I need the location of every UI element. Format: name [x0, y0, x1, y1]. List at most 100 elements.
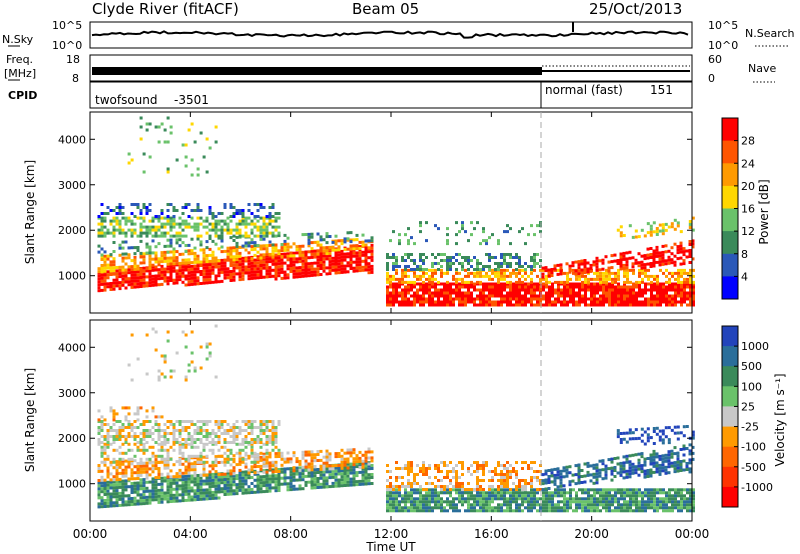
- power-cell: [476, 221, 479, 225]
- velocity-cell: [440, 506, 443, 510]
- power-cell: [494, 291, 497, 295]
- velocity-cell: [458, 497, 461, 501]
- power-cell: [560, 300, 563, 304]
- power-cell: [235, 209, 239, 212]
- power-cell: [100, 276, 104, 280]
- power-cell: [667, 261, 671, 265]
- power-cell: [187, 203, 191, 206]
- power-cell: [283, 276, 287, 280]
- power-cell: [325, 252, 329, 256]
- velocity-cell: [211, 448, 215, 452]
- power-cell: [208, 272, 212, 276]
- velocity-cell: [446, 497, 449, 501]
- cpid-program-2-name: normal (fast): [545, 83, 623, 97]
- power-cell: [346, 231, 350, 235]
- power-cell: [130, 273, 134, 277]
- power-cell: [656, 297, 659, 301]
- power-cell: [250, 248, 254, 252]
- power-cell: [506, 262, 509, 265]
- power-cell: [256, 215, 260, 218]
- velocity-cell: [136, 409, 140, 413]
- velocity-cell: [223, 438, 227, 441]
- power-cell: [178, 278, 182, 282]
- power-cell: [589, 266, 593, 270]
- power-cell: [452, 300, 455, 304]
- velocity-cell: [142, 442, 146, 446]
- power-cell: [337, 265, 341, 269]
- power-cell: [416, 288, 419, 292]
- velocity-cell: [569, 506, 572, 510]
- velocity-cell: [530, 488, 533, 492]
- velocity-cell: [337, 452, 341, 455]
- power-cell: [256, 264, 260, 268]
- velocity-cell: [304, 468, 308, 472]
- power-cell: [416, 265, 419, 268]
- velocity-cell: [211, 490, 215, 494]
- power-cell: [437, 280, 440, 284]
- velocity-cell: [283, 470, 287, 474]
- power-cell: [664, 244, 668, 248]
- power-cell: [247, 203, 251, 206]
- power-cell: [518, 285, 521, 289]
- power-cell: [629, 285, 632, 289]
- power-cell: [193, 276, 197, 280]
- power-cell: [190, 264, 194, 268]
- power-cell: [208, 269, 212, 273]
- power-cell: [274, 219, 278, 223]
- power-cell: [229, 252, 233, 256]
- power-cell: [509, 265, 512, 268]
- power-cell: [97, 234, 101, 238]
- power-cell: [559, 272, 563, 276]
- velocity-cell: [467, 500, 470, 504]
- power-cell: [262, 237, 266, 241]
- velocity-cell: [238, 476, 242, 480]
- velocity-cell: [235, 463, 239, 467]
- power-cell: [586, 261, 590, 265]
- power-cell: [458, 288, 461, 292]
- power-cell: [130, 285, 134, 289]
- power-cell: [494, 271, 497, 275]
- power-cell: [650, 291, 653, 295]
- power-cell: [455, 288, 458, 292]
- power-cell: [310, 252, 314, 256]
- power-cell: [100, 216, 104, 220]
- power-cell: [169, 244, 173, 248]
- power-cell: [455, 221, 458, 225]
- power-cell: [644, 271, 647, 275]
- power-cell: [395, 291, 398, 295]
- velocity-cell: [202, 435, 206, 438]
- velocity-cell: [244, 488, 248, 492]
- velocity-cell: [482, 497, 485, 501]
- power-cell: [370, 239, 374, 243]
- power-cell: [190, 122, 194, 126]
- power-cell: [196, 234, 200, 238]
- power-cell: [208, 275, 212, 279]
- velocity-cell: [151, 451, 155, 455]
- power-cell: [124, 271, 128, 275]
- power-cell: [367, 268, 371, 272]
- power-cell: [688, 252, 692, 255]
- power-cell: [337, 259, 341, 263]
- power-cell: [539, 297, 542, 301]
- power-cell: [181, 274, 185, 278]
- freq-left-tick-low: 8: [72, 72, 79, 85]
- velocity-cell: [497, 509, 500, 513]
- velocity-cell: [235, 474, 239, 478]
- velocity-cell: [491, 488, 494, 492]
- velocity-cell: [449, 500, 452, 504]
- power-cell: [112, 269, 116, 273]
- power-cell: [139, 285, 143, 288]
- power-cell: [337, 256, 341, 260]
- power-cell: [157, 234, 161, 238]
- velocity-cell: [217, 426, 221, 429]
- velocity-cell: [208, 435, 212, 438]
- power-cell: [668, 303, 671, 307]
- power-cell: [656, 285, 659, 289]
- velocity-cell: [307, 450, 311, 454]
- power-cell: [641, 280, 644, 284]
- power-cell: [334, 248, 338, 252]
- power-cell: [437, 300, 440, 304]
- velocity-cell: [226, 474, 230, 478]
- power-cell: [575, 291, 578, 295]
- velocity-cell: [106, 469, 110, 473]
